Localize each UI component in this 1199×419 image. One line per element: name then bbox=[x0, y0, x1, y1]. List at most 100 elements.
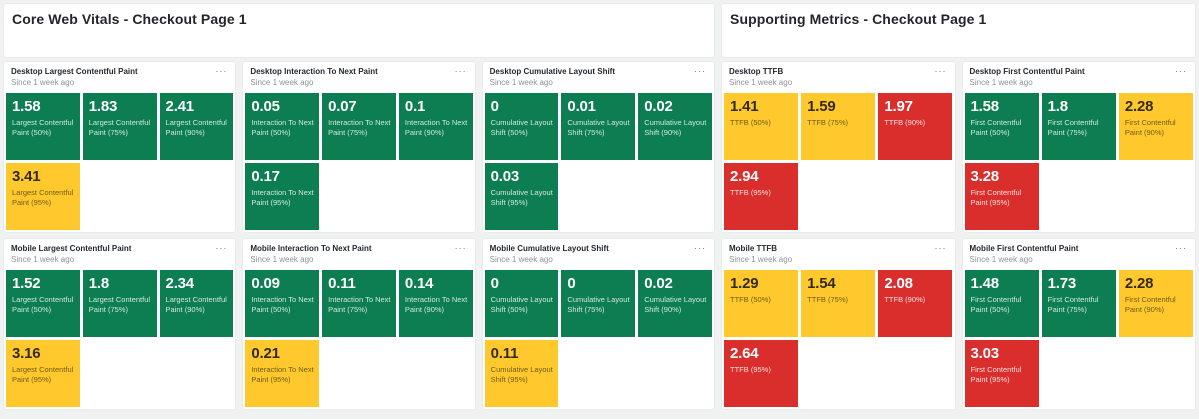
stat-label: First Contentful Paint (50%) bbox=[970, 117, 1022, 138]
stat-value: 0.09 bbox=[251, 274, 280, 292]
more-menu-icon: ··· bbox=[1175, 66, 1187, 76]
panel-menu-button[interactable]: ··· bbox=[213, 65, 229, 78]
stat-label: Largest Contentful Paint (95%) bbox=[12, 187, 74, 208]
stat-value: 1.8 bbox=[1047, 97, 1068, 115]
stat-label: TTFB (75%) bbox=[807, 294, 848, 304]
panel-subtitle: Since 1 week ago bbox=[969, 78, 1033, 88]
panel-menu-button[interactable]: ··· bbox=[453, 65, 469, 78]
panel-header: Desktop Largest Contentful Paint Since 1… bbox=[4, 62, 235, 93]
stat-label: TTFB (50%) bbox=[730, 294, 771, 304]
stat-value: 3.03 bbox=[970, 344, 1000, 362]
stat-tile: 1.48 First Contentful Paint (50%) bbox=[964, 269, 1039, 337]
section-header: Core Web Vitals - Checkout Page 1 bbox=[4, 4, 714, 57]
dashboard: Core Web Vitals - Checkout Page 1 Deskto… bbox=[4, 4, 1195, 415]
stat-tile: 1.52 Largest Contentful Paint (50%) bbox=[6, 269, 80, 337]
stat-tile: 0.11 Interaction To Next Paint (75%) bbox=[322, 269, 396, 337]
stat-value: 1.58 bbox=[970, 97, 1000, 115]
tile-grid: 1.58 Largest Contentful Paint (50%) 1.83… bbox=[4, 92, 235, 232]
stat-label: TTFB (50%) bbox=[730, 117, 771, 127]
stat-tile: 1.73 First Contentful Paint (75%) bbox=[1041, 269, 1116, 337]
panel-subtitle: Since 1 week ago bbox=[11, 255, 75, 265]
stat-label: TTFB (90%) bbox=[884, 117, 926, 127]
section-supporting-metrics: Supporting Metrics - Checkout Page 1 Des… bbox=[722, 4, 1195, 415]
panel-title: Mobile First Contentful Paint bbox=[969, 244, 1079, 253]
stat-value: 1.83 bbox=[88, 97, 118, 115]
stat-tile: 0.07 Interaction To Next Paint (75%) bbox=[322, 92, 396, 160]
stat-label: Largest Contentful Paint (90%) bbox=[165, 294, 227, 315]
panel-header: Mobile Largest Contentful Paint Since 1 … bbox=[4, 239, 235, 270]
stat-tile: 0.05 Interaction To Next Paint (50%) bbox=[245, 92, 320, 160]
stat-value: 0.11 bbox=[490, 344, 519, 362]
stat-value: 0 bbox=[567, 274, 576, 292]
stat-tile: 1.41 TTFB (50%) bbox=[724, 92, 799, 160]
stat-label: Interaction To Next Paint (50%) bbox=[251, 117, 314, 138]
stat-label: First Contentful Paint (95%) bbox=[970, 364, 1022, 385]
tile-grid: 1.52 Largest Contentful Paint (50%) 1.8 … bbox=[4, 269, 235, 409]
panel-title: Mobile Cumulative Layout Shift bbox=[489, 244, 609, 253]
stat-value: 2.34 bbox=[165, 274, 195, 292]
panel-menu-button[interactable]: ··· bbox=[692, 242, 708, 255]
panel-header: Desktop TTFB Since 1 week ago ··· bbox=[722, 62, 955, 93]
stat-value: 1.8 bbox=[88, 274, 110, 292]
panel-subtitle: Since 1 week ago bbox=[729, 255, 793, 265]
metric-panel: Mobile Interaction To Next Paint Since 1… bbox=[243, 239, 475, 409]
stat-value: 1.58 bbox=[12, 97, 41, 115]
stat-tile: 2.94 TTFB (95%) bbox=[724, 162, 799, 230]
stat-tile: 2.08 TTFB (90%) bbox=[878, 269, 953, 337]
stat-tile: 0.17 Interaction To Next Paint (95%) bbox=[245, 162, 320, 230]
section-core-web-vitals: Core Web Vitals - Checkout Page 1 Deskto… bbox=[4, 4, 714, 415]
stat-label: First Contentful Paint (95%) bbox=[970, 187, 1022, 208]
panel-title: Desktop TTFB bbox=[729, 67, 784, 76]
stat-label: Cumulative Layout Shift (95%) bbox=[490, 187, 553, 208]
stat-label: First Contentful Paint (90%) bbox=[1124, 117, 1176, 138]
stat-tile: 2.64 TTFB (95%) bbox=[724, 339, 799, 407]
tile-grid: 0.09 Interaction To Next Paint (50%) 0.1… bbox=[243, 269, 474, 409]
stat-value: 0.1 bbox=[404, 97, 426, 115]
stat-label: Cumulative Layout Shift (90%) bbox=[644, 294, 707, 315]
panel-header: Mobile First Contentful Paint Since 1 we… bbox=[963, 239, 1196, 270]
panel-header: Mobile Cumulative Layout Shift Since 1 w… bbox=[483, 239, 714, 270]
stat-label: Cumulative Layout Shift (95%) bbox=[490, 364, 553, 385]
stat-value: 1.73 bbox=[1047, 274, 1077, 292]
stat-value: 2.64 bbox=[730, 344, 759, 362]
stat-label: TTFB (90%) bbox=[884, 294, 926, 304]
more-menu-icon: ··· bbox=[215, 243, 228, 253]
metric-panel: Mobile Cumulative Layout Shift Since 1 w… bbox=[482, 239, 714, 409]
panel-menu-button[interactable]: ··· bbox=[1173, 65, 1189, 78]
metric-panel: Mobile TTFB Since 1 week ago ··· 1.29 TT… bbox=[722, 239, 955, 409]
panel-menu-button[interactable]: ··· bbox=[1173, 242, 1189, 255]
stat-value: 3.28 bbox=[970, 167, 1000, 185]
panel-menu-button[interactable]: ··· bbox=[692, 65, 708, 78]
stat-label: Interaction To Next Paint (75%) bbox=[328, 117, 391, 138]
stat-label: Interaction To Next Paint (95%) bbox=[251, 364, 314, 385]
stat-tile: 3.16 Largest Contentful Paint (95%) bbox=[6, 339, 80, 407]
stat-tile: 3.41 Largest Contentful Paint (95%) bbox=[6, 162, 80, 230]
stat-label: Cumulative Layout Shift (75%) bbox=[567, 117, 630, 138]
stat-value: 0 bbox=[490, 274, 499, 292]
stat-tile: 1.97 TTFB (90%) bbox=[878, 92, 953, 160]
panel-subtitle: Since 1 week ago bbox=[969, 255, 1033, 265]
panel-menu-button[interactable]: ··· bbox=[213, 242, 229, 255]
panel-menu-button[interactable]: ··· bbox=[933, 65, 949, 78]
panel-subtitle: Since 1 week ago bbox=[250, 255, 314, 265]
stat-label: Interaction To Next Paint (50%) bbox=[251, 294, 314, 315]
stat-label: Largest Contentful Paint (95%) bbox=[12, 364, 74, 385]
stat-value: 0.07 bbox=[328, 97, 357, 115]
stat-value: 1.54 bbox=[807, 274, 836, 292]
panel-title: Mobile Interaction To Next Paint bbox=[250, 244, 372, 253]
metric-panel: Mobile Largest Contentful Paint Since 1 … bbox=[4, 239, 236, 409]
more-menu-icon: ··· bbox=[693, 243, 706, 253]
stat-label: TTFB (95%) bbox=[730, 364, 771, 374]
panel-grid: Desktop Largest Contentful Paint Since 1… bbox=[4, 62, 714, 409]
stat-value: 2.41 bbox=[165, 97, 195, 115]
stat-tile: 0.01 Cumulative Layout Shift (75%) bbox=[561, 92, 636, 160]
section-header: Supporting Metrics - Checkout Page 1 bbox=[722, 4, 1195, 57]
panel-menu-button[interactable]: ··· bbox=[453, 242, 469, 255]
stat-value: 1.97 bbox=[884, 97, 913, 115]
stat-tile: 1.8 Largest Contentful Paint (75%) bbox=[82, 269, 157, 337]
stat-tile: 0.21 Interaction To Next Paint (95%) bbox=[245, 339, 320, 407]
stat-label: Largest Contentful Paint (75%) bbox=[88, 294, 151, 315]
stat-label: Largest Contentful Paint (75%) bbox=[88, 117, 151, 138]
stat-value: 1.29 bbox=[730, 274, 759, 292]
panel-menu-button[interactable]: ··· bbox=[933, 242, 949, 255]
